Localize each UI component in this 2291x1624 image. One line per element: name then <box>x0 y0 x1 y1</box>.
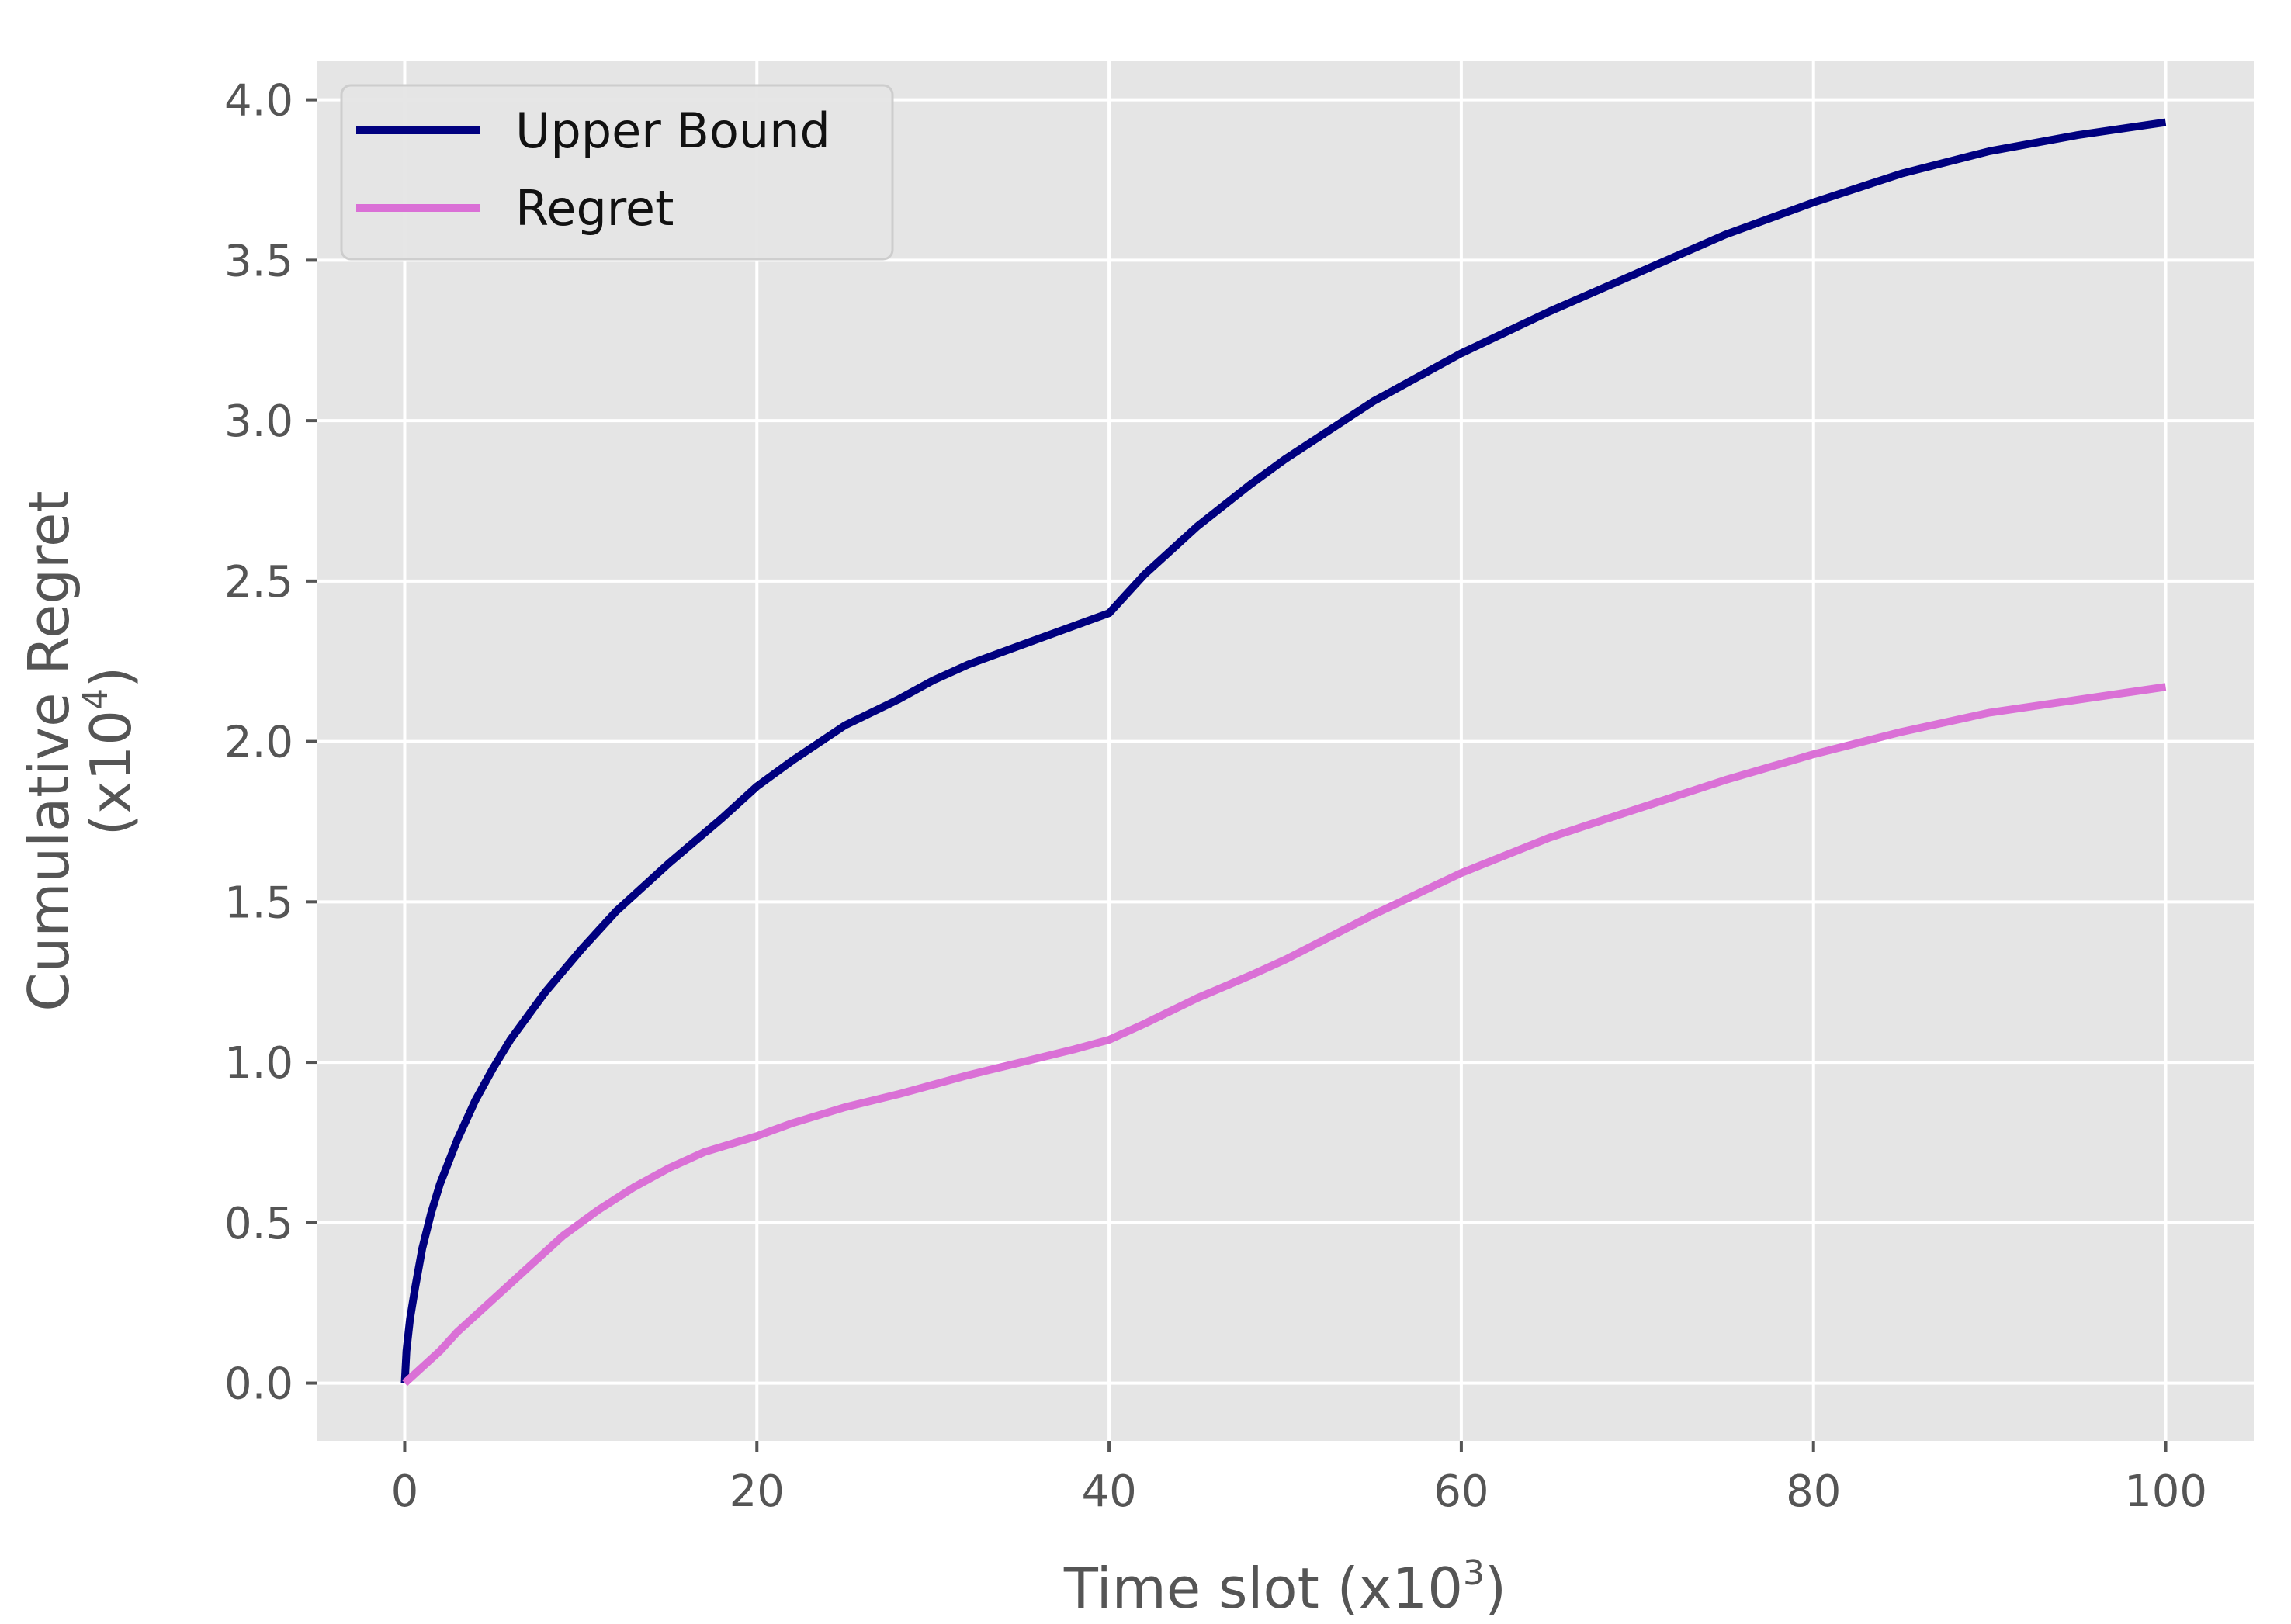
x-tick-label: 20 <box>730 1466 785 1517</box>
legend-label-regret: Regret <box>515 180 674 237</box>
legend-label-upper-bound: Upper Bound <box>515 102 830 159</box>
x-tick-label: 60 <box>1433 1466 1489 1517</box>
y-tick-label: 2.5 <box>224 557 293 608</box>
series-line-upper-bound <box>400 118 2167 1383</box>
y-tick-label: 0.5 <box>224 1199 293 1249</box>
y-axis-title: Cumulative Regret (x104) <box>16 490 144 1011</box>
y-axis-title-line2: (x104) <box>76 667 144 836</box>
y-tick-label: 3.5 <box>224 236 293 286</box>
legend: Upper Bound Regret <box>340 84 894 261</box>
x-tick-label: 100 <box>2124 1466 2207 1517</box>
y-tick-label: 4.0 <box>224 76 293 126</box>
y-tick-label: 1.5 <box>224 878 293 928</box>
x-tick-label: 0 <box>391 1466 419 1517</box>
x-tick-label: 40 <box>1081 1466 1136 1517</box>
y-axis-ticks: 0.0 0.5 1.0 1.5 2.0 2.5 3.0 3.5 4.0 <box>224 76 317 1410</box>
y-axis-title-line1: Cumulative Regret <box>16 490 81 1011</box>
series-line-regret <box>402 683 2167 1387</box>
y-tick-label: 0.0 <box>224 1359 293 1410</box>
x-axis-ticks: 0 20 40 60 80 100 <box>391 1441 2207 1517</box>
y-tick-label: 3.0 <box>224 396 293 447</box>
y-tick-label: 1.0 <box>224 1038 293 1089</box>
x-axis-title: Time slot (x103) <box>1063 1553 1506 1621</box>
series-lines <box>400 118 2167 1387</box>
y-tick-label: 2.0 <box>224 718 293 768</box>
x-tick-label: 80 <box>1786 1466 1841 1517</box>
plot-background <box>317 61 2254 1441</box>
